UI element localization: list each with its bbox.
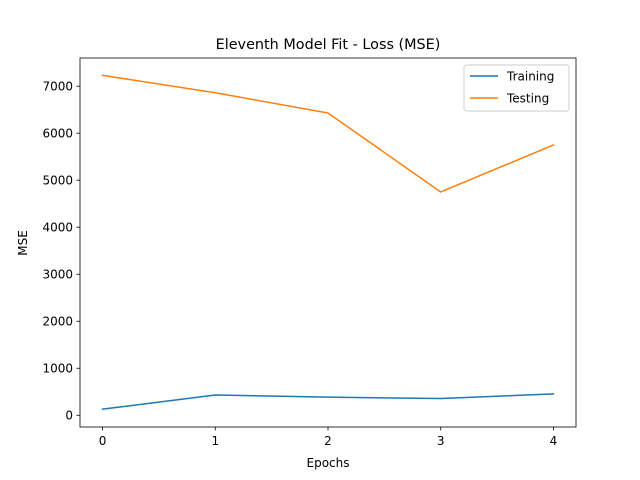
y-tick-label: 3000: [42, 268, 73, 282]
legend-label-testing: Testing: [506, 91, 549, 105]
y-tick-label: 1000: [42, 362, 73, 376]
x-tick-label: 3: [437, 434, 445, 448]
y-axis-label: MSE: [16, 230, 30, 256]
y-tick-label: 7000: [42, 80, 73, 94]
x-tick-label: 2: [324, 434, 332, 448]
y-tick-label: 5000: [42, 174, 73, 188]
chart-title: Eleventh Model Fit - Loss (MSE): [216, 37, 441, 53]
plot-area: 0 1 2 3 4 0 1000 2000 3000 4000 5000 6000 7000: [42, 57, 577, 448]
x-tick-label: 4: [550, 434, 558, 448]
y-tick-label: 2000: [42, 315, 73, 329]
x-tick-label: 1: [211, 434, 219, 448]
legend: Training Testing: [463, 64, 570, 112]
y-tick-label: 6000: [42, 127, 73, 141]
y-tick-label: 4000: [42, 221, 73, 235]
x-axis-label: Epochs: [307, 456, 350, 470]
x-tick-label: 0: [99, 434, 107, 448]
legend-label-training: Training: [506, 69, 554, 83]
y-tick-label: 0: [65, 409, 73, 423]
